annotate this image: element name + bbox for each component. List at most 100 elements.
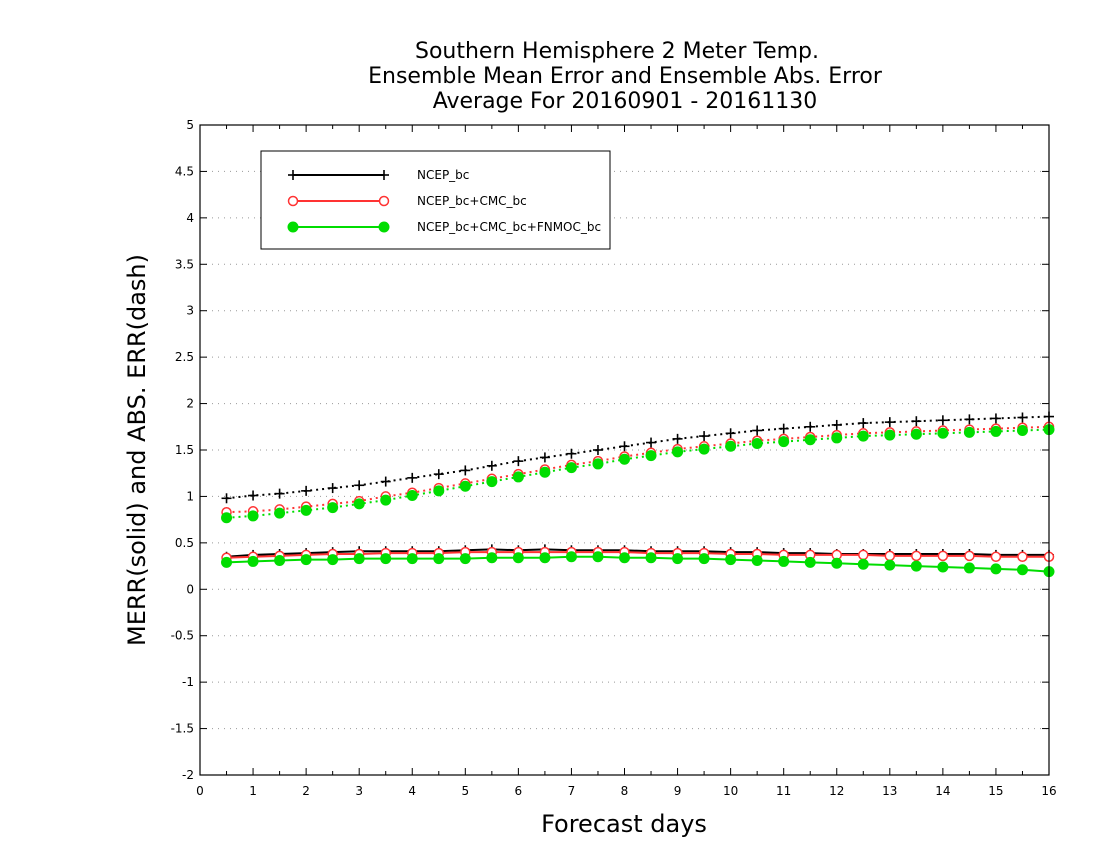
merr-point xyxy=(406,553,418,565)
x-tick-label: 9 xyxy=(674,784,682,798)
merr-point xyxy=(831,557,843,569)
merr-point xyxy=(353,553,365,565)
x-tick-label: 10 xyxy=(723,784,738,798)
abs-err-point xyxy=(725,440,737,452)
x-tick-label: 2 xyxy=(302,784,310,798)
merr-point xyxy=(858,549,869,561)
abs-err-point xyxy=(513,456,524,467)
x-tick-label: 14 xyxy=(935,784,950,798)
x-tick-label: 5 xyxy=(461,784,469,798)
y-tick-label: 2.5 xyxy=(175,350,194,364)
legend-marker-left xyxy=(287,195,299,207)
merr-point xyxy=(512,552,524,564)
abs-err-point xyxy=(274,507,286,519)
merr-point xyxy=(565,551,577,563)
abs-err-point xyxy=(804,434,816,446)
merr-point xyxy=(247,555,259,567)
merr-point xyxy=(725,554,737,566)
abs-err-point xyxy=(354,480,365,491)
x-tick-label: 3 xyxy=(355,784,363,798)
merr-point xyxy=(459,553,471,565)
abs-err-point xyxy=(406,490,418,501)
merr-point xyxy=(274,555,286,566)
abs-err-point xyxy=(778,436,790,448)
abs-err-point xyxy=(990,425,1002,437)
x-tick-label: 1 xyxy=(249,784,257,798)
y-tick-label: 2 xyxy=(186,397,194,411)
y-tick-label: -2 xyxy=(182,768,194,782)
abs-err-point xyxy=(858,418,869,429)
merr-point xyxy=(910,560,922,572)
chart-title-line-3: Average For 20160901 - 20161130 xyxy=(433,89,818,114)
merr-point xyxy=(751,555,763,566)
legend-label: NCEP_bc+CMC_bc+FNMOC_bc xyxy=(417,220,601,234)
merr-point xyxy=(221,556,233,568)
x-tick-label: 6 xyxy=(515,784,523,798)
legend-entry-1: NCEP_bc+CMC_bc xyxy=(287,194,527,208)
chart-title-line-2: Ensemble Mean Error and Ensemble Abs. Er… xyxy=(368,64,883,89)
abs-err-point xyxy=(327,483,338,494)
abs-err-point xyxy=(619,453,630,465)
x-tick-label: 12 xyxy=(829,784,844,798)
merr-point xyxy=(778,555,790,567)
legend-entry-0: NCEP_bc xyxy=(288,168,469,182)
abs-err-point xyxy=(486,460,497,471)
abs-err-point xyxy=(884,429,896,441)
abs-err-point xyxy=(512,471,524,483)
merr-point xyxy=(964,550,975,562)
x-tick-label: 8 xyxy=(621,784,629,798)
y-tick-label: 1.5 xyxy=(175,443,194,457)
abs-err-point xyxy=(486,476,498,488)
merr-point xyxy=(990,563,1002,575)
abs-err-point xyxy=(884,417,895,428)
y-tick-label: 1 xyxy=(186,489,194,503)
abs-err-point xyxy=(672,433,683,444)
y-tick-label: 3.5 xyxy=(175,257,194,271)
legend-entry-2: NCEP_bc+CMC_bc+FNMOC_bc xyxy=(287,220,601,234)
abs-err-point xyxy=(752,425,763,436)
legend-marker-left xyxy=(288,170,298,180)
abs-err-point xyxy=(460,465,471,476)
abs-err-point xyxy=(725,428,736,439)
abs-err-point xyxy=(380,494,392,506)
y-tick-label: -1 xyxy=(182,675,194,689)
abs-err-point xyxy=(380,476,391,487)
series-group xyxy=(221,411,1055,578)
merr-point xyxy=(884,550,896,562)
x-tick-label: 4 xyxy=(408,784,416,798)
merr-point xyxy=(884,559,896,571)
abs-err-point xyxy=(1016,425,1028,436)
merr-point xyxy=(539,552,551,564)
merr-point xyxy=(911,550,922,562)
abs-err-point xyxy=(539,466,551,478)
abs-err-point xyxy=(751,438,763,449)
axis-ticks: -2-1.5-1-0.500.511.522.533.544.550 1 2 3 4 5 6… xyxy=(171,118,1057,798)
abs-err-point xyxy=(963,426,975,438)
legend-marker-left xyxy=(287,221,299,233)
merr-point xyxy=(433,553,445,565)
abs-err-point xyxy=(565,462,577,474)
abs-err-point xyxy=(221,493,232,504)
y-tick-label: 0 xyxy=(186,582,194,596)
merr-point xyxy=(300,554,312,566)
abs-err-point xyxy=(274,488,285,499)
abs-err-point xyxy=(910,428,922,440)
abs-err-point xyxy=(539,452,550,463)
abs-err-point xyxy=(247,510,259,522)
abs-err-point xyxy=(433,485,445,497)
merr-point xyxy=(1017,551,1028,563)
abs-err-point xyxy=(937,427,949,439)
y-tick-label: 4 xyxy=(186,211,194,225)
merr-point xyxy=(937,561,949,573)
abs-err-point xyxy=(698,443,710,455)
y-tick-label: -1.5 xyxy=(171,722,194,736)
x-tick-label: 0 xyxy=(196,784,204,798)
abs-err-point xyxy=(353,498,365,510)
merr-point xyxy=(592,551,604,563)
x-axis-label: Forecast days xyxy=(541,810,707,838)
abs-err-point xyxy=(300,504,312,516)
abs-err-point xyxy=(407,472,418,483)
merr-point xyxy=(672,553,684,565)
